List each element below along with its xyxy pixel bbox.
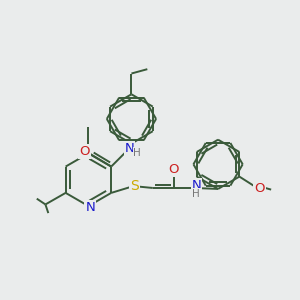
Text: N: N <box>125 142 134 155</box>
Text: O: O <box>254 182 265 195</box>
Text: O: O <box>79 145 90 158</box>
Text: H: H <box>134 148 141 158</box>
Text: O: O <box>168 163 179 176</box>
Text: H: H <box>192 189 200 199</box>
Text: N: N <box>85 201 95 214</box>
Text: S: S <box>130 179 139 193</box>
Text: N: N <box>192 179 201 192</box>
